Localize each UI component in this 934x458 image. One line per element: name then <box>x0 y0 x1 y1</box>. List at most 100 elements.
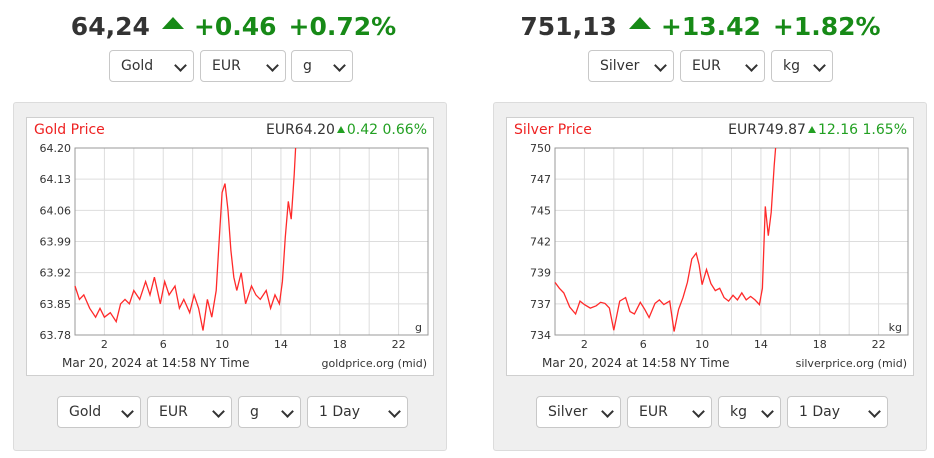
silver-chart-card: Silver Price EUR749.87 12.16 1.65% 750 747… <box>493 102 927 451</box>
silver-chart: Silver Price EUR749.87 12.16 1.65% 750 747… <box>506 117 914 376</box>
silver-bottom-metal-value: Silver <box>548 404 588 420</box>
gold-chart-card: Gold Price EUR64.20 0.42 0.66% 64.20 64.13… <box>13 102 447 451</box>
gold-period-value: 1 Day <box>319 404 361 420</box>
gold-chart-quote: EUR64.20 0.42 0.66% <box>266 122 427 138</box>
silver-unit-label: kg <box>889 321 902 334</box>
gold-y-tick-label: 64.13 <box>40 173 72 186</box>
chevron-down-icon <box>601 405 614 418</box>
silver-chart-quote: EUR749.87 12.16 1.65% <box>728 122 907 138</box>
gold-bottom-currency-select[interactable]: EUR <box>147 396 232 428</box>
silver-bottom-unit-select[interactable]: kg <box>718 396 781 428</box>
silver-panel: 751,13 +13.42 +1.82% Silver EUR kg Silver … <box>467 0 934 458</box>
gold-plot-frame <box>74 147 429 336</box>
silver-chart-source: silverprice.org (mid) <box>795 357 907 370</box>
chevron-down-icon <box>654 59 667 72</box>
silver-price-line <box>554 147 777 332</box>
silver-metal-select-value: Silver <box>600 58 640 74</box>
gold-y-tick-label: 64.06 <box>40 204 72 217</box>
gold-x-tick-label: 14 <box>274 338 288 351</box>
chevron-down-icon <box>212 405 225 418</box>
gold-chart: Gold Price EUR64.20 0.42 0.66% 64.20 64.13… <box>26 117 434 376</box>
chevron-down-icon <box>692 405 705 418</box>
gold-y-tick-label: 63.92 <box>40 267 72 280</box>
gold-unit-select[interactable]: g <box>291 50 353 82</box>
silver-chart-title: Silver Price <box>514 122 592 138</box>
chevron-down-icon <box>745 59 758 72</box>
silver-bottom-currency-value: EUR <box>639 404 668 420</box>
gold-x-tick-label: 18 <box>333 338 347 351</box>
gold-chart-percent: 0.66% <box>382 122 427 138</box>
silver-spot-price: 751,13 <box>520 12 617 41</box>
silver-currency-select[interactable]: EUR <box>680 50 765 82</box>
gold-chart-price: EUR64.20 <box>265 122 335 138</box>
gold-headline: 64,24 +0.46 +0.72% <box>0 12 467 41</box>
up-arrow-icon <box>161 17 184 29</box>
silver-x-tick-label: 14 <box>754 338 768 351</box>
gold-price-line <box>74 147 297 331</box>
gold-bottom-metal-select[interactable]: Gold <box>57 396 141 428</box>
gold-percent-change: +0.72% <box>288 12 397 41</box>
gold-bottom-unit-value: g <box>250 404 259 420</box>
gold-x-tick-label: 6 <box>160 338 167 351</box>
gold-x-tick-label: 2 <box>101 338 108 351</box>
gold-metal-select-value: Gold <box>121 58 154 74</box>
silver-chart-percent: 1.65% <box>862 122 907 138</box>
gold-change: +0.46 <box>193 12 277 41</box>
gold-chart-timestamp: Mar 20, 2024 at 14:58 NY Time <box>62 356 250 370</box>
chevron-down-icon <box>281 405 294 418</box>
silver-metal-select[interactable]: Silver <box>588 50 674 82</box>
gold-spot-price: 64,24 <box>70 12 150 41</box>
gold-x-tick-label: 22 <box>392 338 406 351</box>
gold-y-tick-label: 63.85 <box>40 298 72 311</box>
gold-y-tick-label: 64.20 <box>40 142 72 155</box>
up-arrow-icon <box>628 17 651 29</box>
silver-y-tick-label: 739 <box>530 267 551 280</box>
gold-unit-label: g <box>415 321 422 334</box>
silver-change: +13.42 <box>660 12 761 41</box>
gold-currency-select[interactable]: EUR <box>200 50 286 82</box>
gold-plot: 64.20 64.13 64.06 63.99 63.92 63.85 63.78 2 6 10 1… <box>40 142 429 351</box>
chevron-down-icon <box>333 59 346 72</box>
gold-period-select[interactable]: 1 Day <box>307 396 408 428</box>
gold-bottom-currency-value: EUR <box>159 404 188 420</box>
silver-x-tick-label: 10 <box>695 338 709 351</box>
silver-y-tick-label: 747 <box>530 173 551 186</box>
silver-bottom-currency-select[interactable]: EUR <box>627 396 712 428</box>
silver-y-tick-label: 734 <box>530 329 551 342</box>
silver-unit-select-value: kg <box>783 58 800 74</box>
gold-y-tick-label: 63.99 <box>40 236 72 249</box>
gold-chart-title: Gold Price <box>34 122 105 138</box>
silver-y-tick-label: 737 <box>530 298 551 311</box>
silver-percent-change: +1.82% <box>772 12 881 41</box>
silver-y-tick-label: 742 <box>530 236 551 249</box>
silver-period-select[interactable]: 1 Day <box>787 396 888 428</box>
silver-chart-price: EUR749.87 <box>728 122 806 138</box>
silver-period-value: 1 Day <box>799 404 841 420</box>
gold-currency-select-value: EUR <box>212 58 241 74</box>
gold-x-tick-label: 10 <box>215 338 229 351</box>
silver-y-tick-label: 750 <box>530 142 551 155</box>
gold-panel: 64,24 +0.46 +0.72% Gold EUR g Gold Price E… <box>0 12 467 451</box>
silver-unit-select[interactable]: kg <box>771 50 833 82</box>
chevron-down-icon <box>121 405 134 418</box>
silver-bottom-unit-value: kg <box>730 404 747 420</box>
gold-bottom-unit-select[interactable]: g <box>238 396 301 428</box>
silver-y-tick-label: 745 <box>530 204 551 217</box>
chevron-down-icon <box>868 405 881 418</box>
silver-chart-timestamp: Mar 20, 2024 at 14:58 NY Time <box>542 356 730 370</box>
silver-bottom-metal-select[interactable]: Silver <box>536 396 621 428</box>
silver-currency-select-value: EUR <box>692 58 721 74</box>
silver-x-tick-label: 22 <box>872 338 886 351</box>
chevron-down-icon <box>388 405 401 418</box>
gold-chart-source: goldprice.org (mid) <box>321 357 428 370</box>
chevron-down-icon <box>761 405 774 418</box>
gold-metal-select[interactable]: Gold <box>109 50 194 82</box>
gold-unit-select-value: g <box>303 58 312 74</box>
silver-x-tick-label: 6 <box>640 338 647 351</box>
up-triangle-icon <box>336 126 345 133</box>
gold-bottom-metal-value: Gold <box>69 404 102 420</box>
silver-plot-frame <box>554 147 909 336</box>
silver-chart-change: 12.16 <box>817 122 859 138</box>
gold-y-tick-label: 63.78 <box>40 329 72 342</box>
